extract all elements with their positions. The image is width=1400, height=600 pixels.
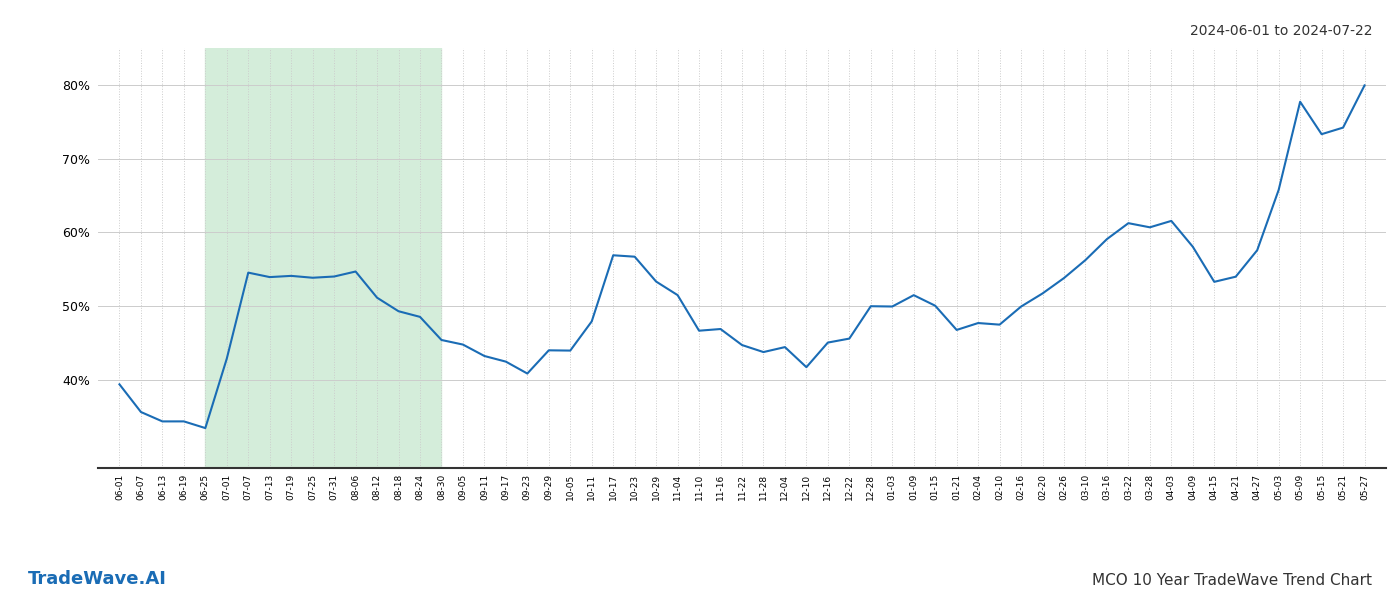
Text: MCO 10 Year TradeWave Trend Chart: MCO 10 Year TradeWave Trend Chart [1092, 573, 1372, 588]
Text: TradeWave.AI: TradeWave.AI [28, 570, 167, 588]
Bar [206, 48, 441, 468]
Text: 2024-06-01 to 2024-07-22: 2024-06-01 to 2024-07-22 [1190, 24, 1372, 38]
